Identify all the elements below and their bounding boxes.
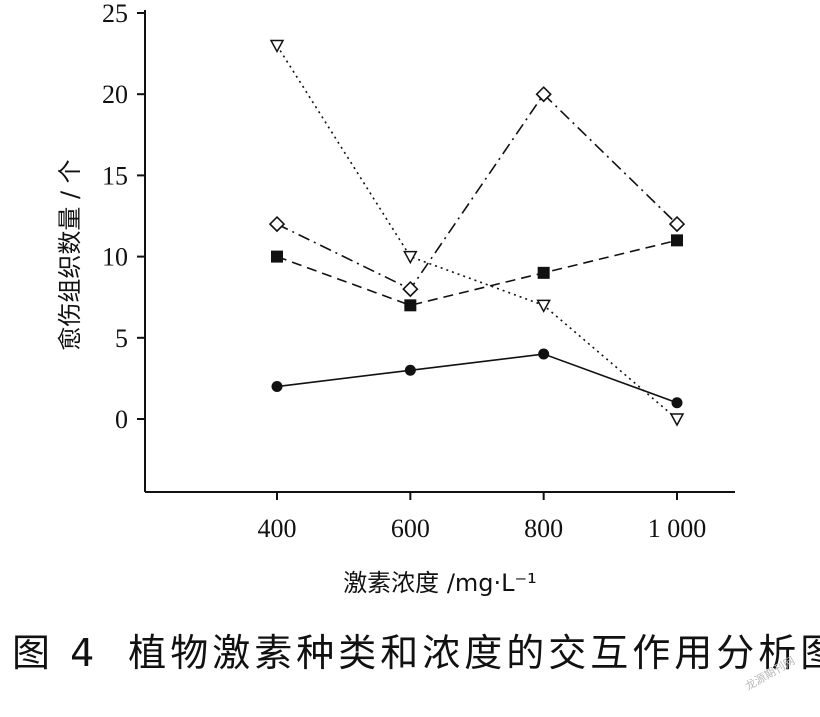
y-ticks: 0 5 10 15 20 25 bbox=[102, 0, 145, 434]
figure-caption: 图 4 植物激素种类和浓度的交互作用分析图 bbox=[12, 622, 820, 677]
y-tick-label: 20 bbox=[102, 80, 128, 109]
x-tick-label: 800 bbox=[524, 514, 563, 543]
series-4 bbox=[269, 39, 685, 427]
data-point bbox=[535, 86, 552, 103]
data-point bbox=[403, 250, 418, 265]
data-point bbox=[269, 39, 285, 54]
data-point bbox=[271, 381, 283, 393]
y-tick-label: 5 bbox=[115, 324, 128, 353]
data-point bbox=[537, 266, 550, 279]
series-line bbox=[276, 92, 678, 291]
x-ticks: 400 600 800 1 000 bbox=[258, 492, 707, 543]
figure-number: 图 4 bbox=[12, 631, 99, 675]
line-chart: 0 5 10 15 20 25 400 600 800 1 000 激素浓度 /mg·L⁻¹ 愈… bbox=[56, 0, 735, 597]
series-1 bbox=[271, 348, 683, 409]
data-point bbox=[268, 215, 286, 233]
data-point bbox=[536, 299, 551, 313]
series-line bbox=[276, 239, 678, 307]
x-tick-label: 400 bbox=[258, 514, 297, 543]
y-axis-title: 愈伤组织数量 / 个 bbox=[56, 159, 84, 350]
data-point bbox=[402, 280, 419, 298]
y-tick-label: 25 bbox=[102, 0, 128, 28]
x-axis-title: 激素浓度 /mg·L⁻¹ bbox=[343, 569, 537, 597]
series-line bbox=[276, 45, 678, 420]
data-point bbox=[671, 397, 683, 409]
data-point bbox=[669, 413, 685, 427]
data-point bbox=[538, 348, 550, 360]
data-point bbox=[404, 364, 416, 376]
series-line bbox=[276, 353, 678, 404]
data-point bbox=[404, 299, 417, 312]
y-tick-label: 0 bbox=[115, 405, 128, 434]
figure-title: 植物激素种类和浓度的交互作用分析图 bbox=[128, 631, 820, 675]
series-2 bbox=[271, 234, 683, 312]
y-tick-label: 15 bbox=[102, 161, 128, 190]
data-point bbox=[271, 250, 283, 263]
x-tick-label: 1 000 bbox=[648, 514, 707, 543]
series-3 bbox=[268, 86, 686, 298]
data-point bbox=[668, 215, 686, 233]
data-point bbox=[671, 234, 683, 247]
series-layer bbox=[268, 39, 686, 427]
y-tick-label: 10 bbox=[102, 243, 128, 272]
x-tick-label: 600 bbox=[391, 514, 430, 543]
